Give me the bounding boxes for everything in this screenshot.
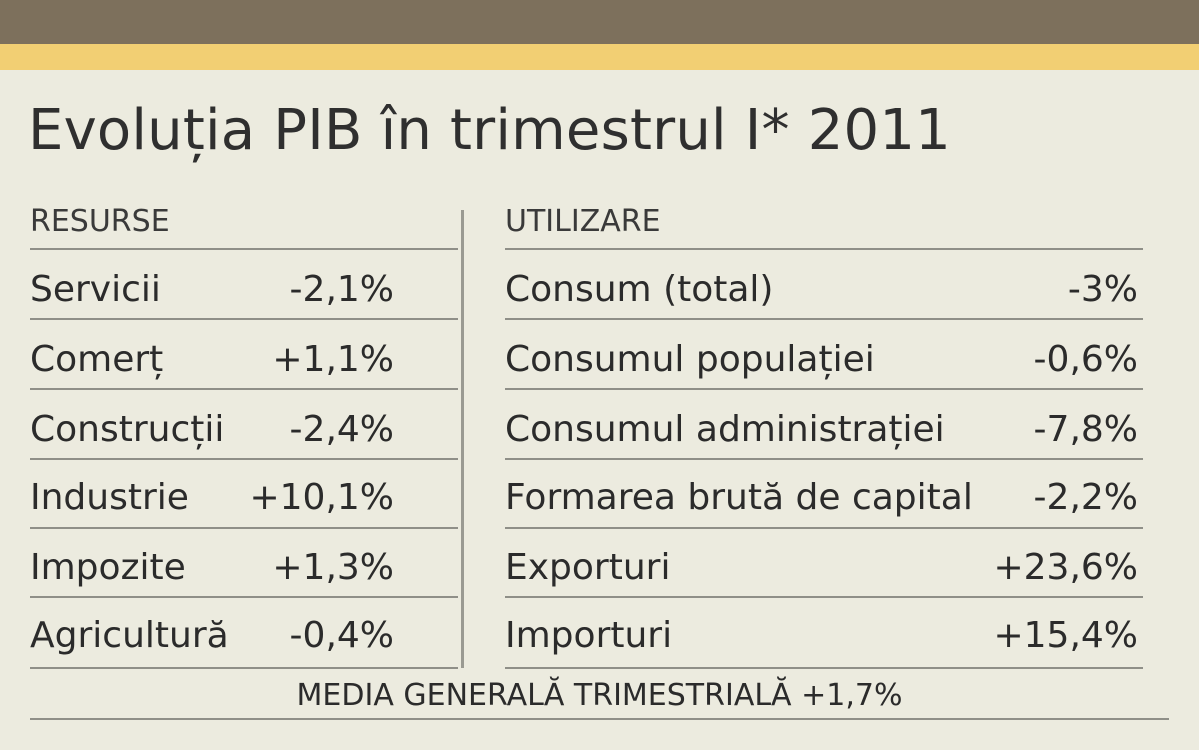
left-row-rule — [30, 248, 458, 250]
utilizare-label: Consumul administrației — [505, 409, 945, 450]
utilizare-label: Importuri — [505, 615, 673, 656]
utilizare-value: +15,4% — [993, 615, 1138, 656]
resurse-header: RESURSE — [30, 204, 170, 239]
right-row-rule — [505, 596, 1143, 598]
left-row-rule — [30, 318, 458, 320]
resurse-label: Comerț — [30, 339, 164, 380]
right-row-rule — [505, 527, 1143, 529]
right-row-rule — [505, 248, 1143, 250]
left-row-rule — [30, 596, 458, 598]
resurse-value: +1,1% — [272, 339, 394, 380]
utilizare-value: -0,6% — [1033, 339, 1138, 380]
resurse-value: -2,1% — [289, 269, 394, 310]
resurse-label: Agricultură — [30, 615, 229, 656]
resurse-value: -0,4% — [289, 615, 394, 656]
accent-band — [0, 44, 1199, 70]
right-row-rule — [505, 458, 1143, 460]
column-divider — [461, 210, 464, 668]
left-row-rule — [30, 667, 458, 669]
right-row-rule — [505, 388, 1143, 390]
resurse-label: Industrie — [30, 477, 189, 518]
utilizare-value: -3% — [1067, 269, 1138, 310]
left-row-rule — [30, 458, 458, 460]
left-row-rule — [30, 388, 458, 390]
resurse-value: +1,3% — [272, 547, 394, 588]
left-row-rule — [30, 527, 458, 529]
total-average: MEDIA GENERALĂ TRIMESTRIALĂ +1,7% — [296, 678, 903, 713]
utilizare-label: Consum (total) — [505, 269, 774, 310]
utilizare-value: -7,8% — [1033, 409, 1138, 450]
utilizare-value: +23,6% — [993, 547, 1138, 588]
resurse-value: -2,4% — [289, 409, 394, 450]
utilizare-header: UTILIZARE — [505, 204, 661, 239]
resurse-label: Servicii — [30, 269, 161, 310]
right-row-rule — [505, 667, 1143, 669]
right-row-rule — [505, 318, 1143, 320]
top-band — [0, 0, 1199, 44]
utilizare-value: -2,2% — [1033, 477, 1138, 518]
utilizare-label: Exporturi — [505, 547, 671, 588]
utilizare-label: Formarea brută de capital — [505, 477, 973, 518]
utilizare-label: Consumul populației — [505, 339, 875, 380]
resurse-value: +10,1% — [249, 477, 394, 518]
bottom-rule — [30, 718, 1169, 720]
resurse-label: Construcții — [30, 409, 225, 450]
resurse-label: Impozite — [30, 547, 186, 588]
page-title: Evoluția PIB în trimestrul I* 2011 — [28, 98, 952, 163]
